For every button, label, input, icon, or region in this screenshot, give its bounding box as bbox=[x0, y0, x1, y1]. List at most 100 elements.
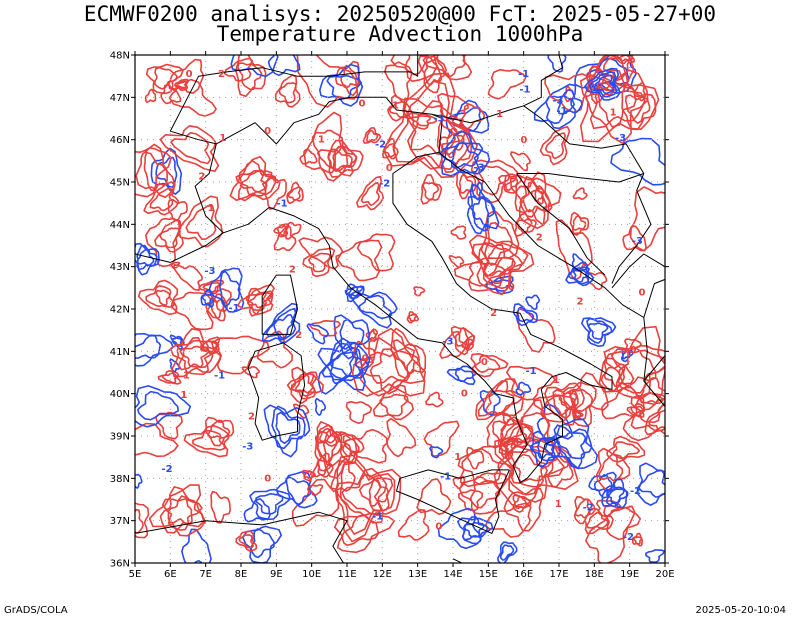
advection-contour bbox=[416, 478, 452, 515]
contour-value-label: 1 bbox=[553, 375, 560, 386]
contour-value-label: 0 bbox=[264, 474, 271, 485]
advection-contour bbox=[367, 329, 377, 340]
advection-contour bbox=[603, 363, 626, 388]
advection-contour bbox=[569, 388, 594, 421]
advection-contour bbox=[293, 403, 310, 419]
lon-tick-label: 19E bbox=[620, 569, 639, 580]
advection-contour bbox=[135, 147, 172, 198]
advection-contour bbox=[345, 283, 365, 303]
advection-contour bbox=[499, 544, 515, 561]
advection-contour bbox=[392, 80, 471, 171]
lat-tick-label: 48N bbox=[110, 51, 130, 62]
advection-contour bbox=[143, 151, 168, 191]
advection-contour bbox=[464, 338, 474, 350]
advection-contour bbox=[572, 268, 590, 283]
contour-value-label: -2 bbox=[623, 532, 634, 543]
advection-contour bbox=[329, 342, 369, 381]
advection-contour bbox=[207, 419, 231, 439]
contour-value-label: -3 bbox=[615, 133, 626, 144]
contour-value-label: -3 bbox=[204, 266, 215, 277]
lat-tick-label: 40N bbox=[110, 389, 130, 400]
contour-value-label: 0 bbox=[639, 287, 646, 298]
advection-contour bbox=[263, 404, 311, 458]
advection-contour bbox=[648, 409, 665, 432]
advection-contour bbox=[457, 444, 509, 486]
advection-contour bbox=[584, 507, 614, 535]
advection-contour bbox=[472, 195, 490, 228]
contour-value-label: 1 bbox=[318, 135, 325, 146]
advection-contour bbox=[438, 133, 461, 158]
advection-contour bbox=[362, 127, 382, 144]
advection-contour bbox=[448, 255, 465, 268]
advection-contour bbox=[148, 484, 206, 537]
contour-value-label: 2 bbox=[248, 412, 255, 423]
advection-contour bbox=[239, 169, 268, 193]
advection-contour bbox=[425, 391, 444, 408]
coastline bbox=[452, 558, 464, 563]
coastline bbox=[135, 232, 224, 263]
contour-value-label: -2 bbox=[375, 139, 386, 150]
advection-contour bbox=[618, 345, 657, 387]
advection-contour bbox=[298, 236, 344, 270]
coastline bbox=[247, 342, 306, 441]
advection-contour bbox=[286, 371, 318, 400]
advection-contour bbox=[514, 212, 537, 237]
footer-timestamp: 2025-05-20-10:04 bbox=[695, 605, 786, 616]
coastline bbox=[516, 173, 606, 276]
contour-value-label: -2 bbox=[161, 464, 172, 475]
contour-value-label: 1 bbox=[610, 107, 617, 118]
advection-contour bbox=[317, 341, 371, 391]
advection-contour bbox=[145, 63, 184, 95]
contour-value-label: -3 bbox=[552, 96, 563, 107]
advection-contour bbox=[586, 511, 609, 529]
advection-contour bbox=[457, 517, 494, 545]
lat-tick-label: 45N bbox=[110, 178, 130, 189]
advection-contour bbox=[515, 381, 532, 396]
advection-contour bbox=[573, 496, 596, 525]
advection-contour bbox=[159, 125, 220, 173]
advection-contour bbox=[137, 390, 180, 421]
contour-value-label: -3 bbox=[433, 113, 444, 124]
advection-contour bbox=[452, 475, 466, 490]
coastline bbox=[135, 511, 348, 563]
advection-contour bbox=[450, 225, 467, 240]
advection-contour bbox=[386, 417, 417, 458]
advection-contour bbox=[616, 55, 632, 62]
advection-contour bbox=[243, 498, 271, 523]
contour-value-label: 2 bbox=[536, 233, 543, 244]
lat-tick-label: 44N bbox=[110, 220, 130, 231]
lon-tick-label: 9E bbox=[270, 569, 283, 580]
contour-value-label: -3 bbox=[442, 337, 453, 348]
coastline bbox=[223, 151, 613, 484]
coastline bbox=[169, 55, 419, 132]
advection-contour bbox=[596, 55, 635, 87]
advection-contour bbox=[402, 97, 468, 170]
advection-contour bbox=[626, 403, 646, 419]
contour-value-label: 0 bbox=[186, 69, 193, 80]
coastline bbox=[523, 55, 563, 107]
advection-contour bbox=[584, 67, 621, 101]
advection-contour bbox=[451, 141, 479, 169]
lat-tick-label: 47N bbox=[110, 93, 130, 104]
advection-contour bbox=[351, 327, 426, 397]
advection-contour bbox=[497, 541, 518, 563]
advection-contour bbox=[553, 424, 593, 470]
advection-contour bbox=[474, 354, 501, 373]
advection-contour bbox=[316, 421, 358, 479]
advection-contour bbox=[204, 416, 235, 447]
advection-contour bbox=[185, 205, 217, 240]
advection-contour bbox=[267, 55, 301, 77]
advection-contour bbox=[587, 322, 609, 340]
advection-contour bbox=[379, 393, 409, 417]
advection-contour bbox=[611, 348, 665, 394]
advection-contour bbox=[423, 420, 460, 457]
advection-contour bbox=[273, 225, 297, 251]
contour-value-label: 2 bbox=[295, 330, 302, 341]
contour-value-label: -2 bbox=[630, 486, 641, 497]
advection-contour bbox=[557, 89, 583, 115]
advection-contour bbox=[644, 400, 665, 436]
advection-contour bbox=[589, 69, 646, 130]
advection-contour bbox=[468, 234, 535, 296]
advection-contour bbox=[155, 289, 171, 306]
advection-contour bbox=[167, 199, 188, 222]
